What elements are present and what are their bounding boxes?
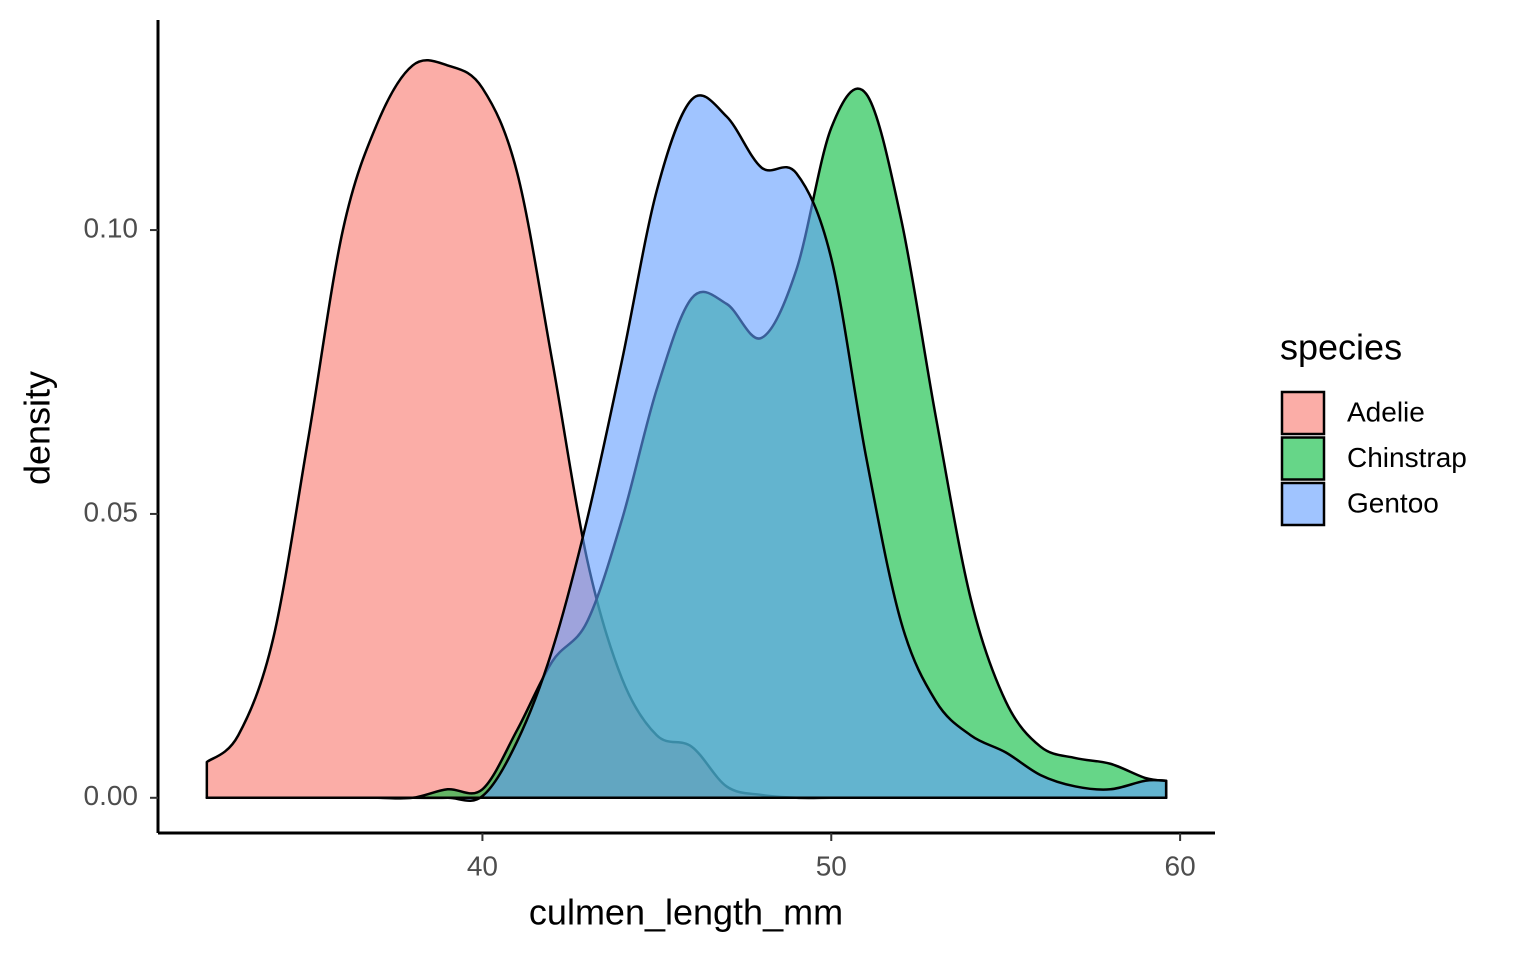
- y-axis-title: density: [17, 371, 58, 485]
- x-tick-label: 40: [467, 850, 498, 881]
- x-tick-label: 60: [1165, 850, 1196, 881]
- legend-label: Gentoo: [1347, 487, 1439, 518]
- legend-key: [1280, 481, 1326, 527]
- y-tick-label: 0.05: [84, 496, 139, 527]
- y-tick-label: 0.10: [84, 212, 139, 243]
- x-tick-label: 50: [816, 850, 847, 881]
- legend-label: Adelie: [1347, 396, 1425, 427]
- legend-title: species: [1280, 327, 1402, 368]
- legend-key: [1280, 390, 1326, 436]
- density-area: [205, 94, 1168, 802]
- y-tick-label: 0.00: [84, 780, 139, 811]
- legend-label: Chinstrap: [1347, 442, 1467, 473]
- legend-key: [1280, 436, 1326, 481]
- x-axis-title: culmen_length_mm: [529, 892, 843, 933]
